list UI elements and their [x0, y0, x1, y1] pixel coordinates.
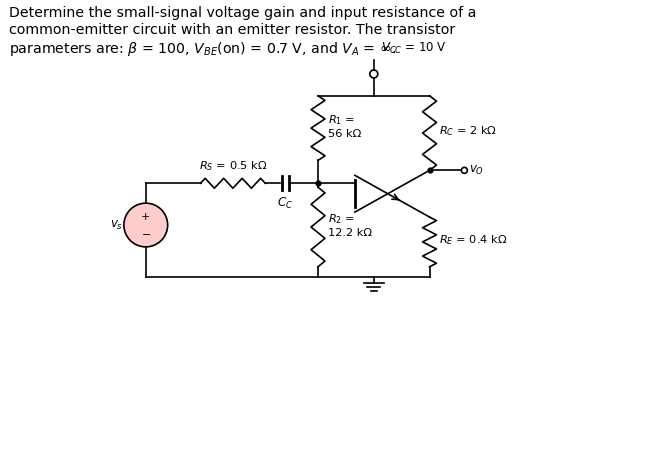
Text: Determine the small-signal voltage gain and input resistance of a: Determine the small-signal voltage gain …: [9, 6, 477, 20]
Text: common-emitter circuit with an emitter resistor. The transistor: common-emitter circuit with an emitter r…: [9, 23, 455, 37]
Circle shape: [124, 203, 168, 247]
Text: $R_C$ = 2 kΩ: $R_C$ = 2 kΩ: [439, 124, 497, 138]
Text: $-$: $-$: [141, 228, 151, 238]
Text: parameters are: $\beta$ = 100, $V_{BE}$(on) = 0.7 V, and $V_A$ = $\infty$.: parameters are: $\beta$ = 100, $V_{BE}$(…: [9, 40, 397, 58]
Text: $C_C$: $C_C$: [277, 196, 293, 211]
Text: $R_E$ = 0.4 kΩ: $R_E$ = 0.4 kΩ: [439, 233, 508, 247]
Text: +: +: [141, 212, 151, 222]
Text: $R_2$ =
12.2 kΩ: $R_2$ = 12.2 kΩ: [328, 212, 372, 238]
Text: $v_s$: $v_s$: [110, 218, 123, 232]
Text: $V_{CC}$ = 10 V: $V_{CC}$ = 10 V: [380, 41, 446, 56]
Text: $R_1$ =
56 kΩ: $R_1$ = 56 kΩ: [328, 113, 361, 139]
Text: $v_O$: $v_O$: [470, 164, 484, 177]
Text: $R_S$ = 0.5 kΩ: $R_S$ = 0.5 kΩ: [198, 160, 267, 173]
